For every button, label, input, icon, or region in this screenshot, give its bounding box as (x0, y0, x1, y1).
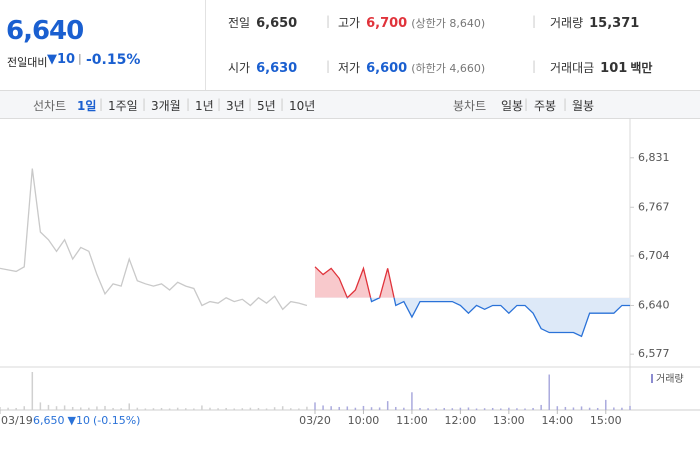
separator: | (78, 52, 82, 65)
separator: | (217, 97, 222, 111)
stat-value: 15,371 (589, 16, 640, 31)
footer-change: ▼10 (68, 414, 90, 427)
tab[interactable]: 10년 (289, 99, 316, 113)
separator: | (186, 97, 191, 111)
stat-label: 시가 (228, 61, 251, 75)
stat-label: 저가 (338, 61, 361, 75)
tab[interactable]: 5년 (257, 99, 276, 113)
tab[interactable]: 일봉 (501, 99, 524, 113)
tab-group-label: 선차트 (33, 99, 67, 113)
current-price: 6,640 (6, 16, 84, 46)
tab[interactable]: 1년 (195, 99, 214, 113)
price-line-down (346, 297, 630, 338)
legend-label: 거래량 (656, 373, 684, 385)
separator: | (326, 59, 331, 73)
change-rate: -0.15% (86, 52, 141, 68)
change-label: 전일대비 (7, 56, 48, 69)
y-tick-label: 6,577 (638, 347, 670, 360)
separator: | (532, 14, 537, 28)
stat-label: 거래량 (550, 16, 584, 30)
stat-unit: 백만 (630, 61, 653, 75)
tab-bar: 선차트 1일 | 1주일 | 3개월 | 1년 | 3년 | 5년 | 10년 … (0, 91, 700, 119)
separator: | (524, 97, 529, 111)
separator: | (326, 14, 331, 28)
x-tick-label: 14:00 (541, 414, 573, 427)
stat: 저가 6,600 (하한가 4,660) (338, 59, 485, 76)
y-tick-label: 6,767 (638, 200, 670, 213)
separator: | (142, 97, 147, 111)
tab-group-label: 봉차트 (453, 99, 487, 113)
tab[interactable]: 주봉 (534, 99, 557, 113)
stat-value: 101 (600, 61, 628, 76)
separator: | (280, 97, 285, 111)
stat-note: (상한가 8,640) (411, 17, 486, 30)
x-tick-label: 13:00 (493, 414, 525, 427)
stat-value: 6,630 (256, 61, 298, 76)
stat-label: 고가 (338, 16, 361, 30)
separator: | (532, 59, 537, 73)
price-line-up (314, 266, 395, 298)
footer-summary: 6,650 ▼10 (-0.15%) (33, 414, 140, 427)
stat: 고가 6,700 (상한가 8,640) (338, 14, 485, 31)
quote-header: 6,640 전일대비 ▼10 | -0.15% 전일 6,650 고가 6,700(… (0, 0, 700, 91)
change: ▼10 (47, 52, 76, 67)
legend-swatch (651, 374, 653, 383)
stat-value: 6,650 (256, 16, 298, 31)
separator: | (563, 97, 568, 111)
tab[interactable]: 1일 (77, 99, 97, 113)
footer-rate: (-0.15%) (93, 414, 141, 427)
tab[interactable]: 3개월 (151, 99, 181, 113)
stat-value: 6,700 (366, 16, 408, 31)
x-tick-label: 12:00 (445, 414, 477, 427)
stat: 거래량 15,371 (550, 14, 639, 31)
x-tick-label: 10:00 (348, 414, 380, 427)
tab[interactable]: 1주일 (108, 99, 138, 113)
stat-value: 6,600 (366, 61, 408, 76)
x-tick-label: 03/19 (1, 414, 33, 427)
price-box: 6,640 전일대비 ▼10 | -0.15% (0, 0, 206, 90)
stat-label: 거래대금 (550, 61, 595, 75)
separator: | (99, 97, 104, 111)
y-tick-label: 6,831 (638, 151, 670, 164)
stat-note: (하한가 4,660) (411, 62, 486, 75)
tab[interactable]: 월봉 (572, 99, 595, 113)
x-tick-label: 03/20 (299, 414, 331, 427)
y-tick-label: 6,704 (638, 249, 670, 262)
x-tick-label: 11:00 (396, 414, 428, 427)
stat-label: 전일 (228, 16, 251, 30)
separator: | (248, 97, 253, 111)
stat: 시가 6,630 (228, 59, 297, 76)
x-tick-label: 15:00 (590, 414, 622, 427)
tab[interactable]: 3년 (226, 99, 245, 113)
stat: 거래대금 101 백만 (550, 59, 652, 76)
footer-close: 6,650 (33, 414, 65, 427)
area-up (315, 266, 395, 298)
area-down (315, 297, 630, 337)
y-tick-label: 6,640 (638, 298, 670, 311)
stat: 전일 6,650 (228, 14, 297, 31)
price-line (0, 168, 308, 311)
